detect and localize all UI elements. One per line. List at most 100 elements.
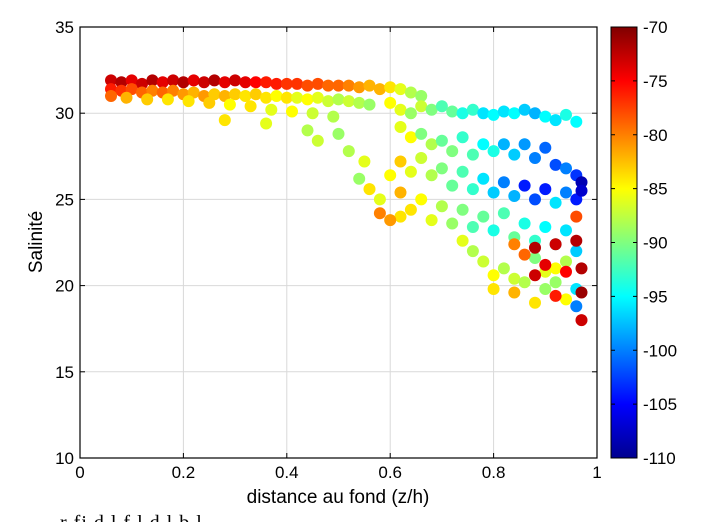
x-axis-label: distance au fond (z/h)	[247, 487, 430, 508]
scatter-point	[575, 176, 588, 189]
y-axis-label: Salinité	[26, 211, 47, 273]
scatter-point	[425, 214, 438, 227]
scatter-point	[311, 91, 324, 104]
y-tick-label: 15	[55, 363, 74, 382]
scatter-point	[260, 76, 273, 89]
scatter-point	[394, 121, 407, 133]
scatter-point	[425, 138, 438, 151]
scatter-point	[487, 186, 500, 199]
scatter-point	[477, 138, 490, 151]
scatter-point	[394, 210, 407, 223]
scatter-point	[456, 107, 469, 120]
scatter-point	[353, 96, 366, 109]
scatter-point	[529, 152, 541, 164]
scatter-point	[415, 152, 428, 164]
colorbar-tick-label: -95	[643, 287, 668, 306]
scatter-point	[529, 107, 541, 120]
scatter-point	[239, 76, 252, 89]
scatter-point	[322, 95, 335, 108]
plot-frame	[79, 26, 598, 459]
scatter-point	[508, 148, 521, 161]
scatter-point	[539, 221, 552, 233]
scatter-point	[358, 155, 371, 168]
scatter-point	[487, 108, 500, 121]
scatter-point	[301, 93, 314, 106]
scatter-point	[446, 217, 459, 230]
scatter-point	[327, 110, 340, 123]
scatter-point	[394, 155, 407, 168]
scatter-point	[384, 169, 397, 182]
y-tick-label: 10	[55, 449, 74, 468]
scatter-point	[508, 272, 521, 285]
scatter-point	[265, 103, 278, 116]
scatter-point	[306, 107, 319, 120]
scatter-point	[363, 98, 376, 111]
scatter-point	[435, 162, 448, 175]
scatter-point	[477, 172, 490, 185]
scatter-point	[487, 269, 500, 282]
scatter-point	[456, 234, 469, 247]
scatter-point	[549, 238, 562, 251]
y-tick-label: 20	[55, 277, 74, 296]
scatter-point	[342, 145, 355, 158]
scatter-point	[446, 145, 459, 158]
scatter-point	[570, 210, 583, 223]
scatter-point	[435, 100, 448, 113]
scatter-point	[518, 179, 531, 192]
scatter-point	[394, 83, 407, 96]
scatter-point	[394, 103, 407, 116]
scatter-point	[487, 224, 500, 237]
scatter-point	[518, 217, 531, 230]
scatter-point	[539, 283, 552, 295]
x-axis-ticks: 0 0.2 0.4 0.6 0.8 1	[75, 27, 602, 482]
y-tick-label: 25	[55, 190, 74, 209]
colorbar-tick-label: -90	[643, 234, 668, 253]
scatter-point	[270, 77, 283, 90]
scatter-point	[249, 76, 262, 89]
scatter-point	[456, 203, 469, 216]
scatter-point	[570, 300, 583, 313]
scatter-point	[404, 107, 417, 120]
scatter-point	[208, 88, 221, 101]
scatter-point	[280, 77, 293, 90]
scatter-point	[182, 95, 195, 108]
scatter-point	[549, 196, 562, 209]
scatter-point	[466, 103, 479, 116]
scatter-point	[280, 91, 293, 104]
scatter-point	[497, 105, 510, 118]
scatter-point	[560, 224, 572, 237]
scatter-point	[187, 74, 200, 87]
scatter-point	[322, 79, 335, 92]
scatter-point	[570, 193, 583, 206]
scatter-point	[286, 105, 298, 118]
scatter-point	[260, 117, 273, 130]
scatter-point	[301, 79, 314, 92]
scatter-point	[167, 74, 180, 87]
scatter-point	[539, 258, 552, 271]
y-axis-ticks: 10 15 20 25 30 35	[55, 18, 597, 468]
scatter-point	[353, 81, 366, 94]
scatter-point	[208, 74, 221, 87]
scatter-point	[425, 169, 438, 182]
footer-text: r fi d l f l d l b l	[60, 512, 203, 522]
scatter-point	[575, 262, 588, 275]
scatter-point	[415, 193, 428, 206]
scatter-point	[518, 276, 531, 289]
scatter-point	[539, 183, 552, 196]
colorbar-tick-label: -70	[643, 18, 668, 37]
colorbar-tick-label: -110	[643, 449, 676, 468]
x-tick-label: 0	[75, 463, 84, 482]
scatter-point	[136, 77, 148, 90]
scatter-point	[363, 79, 376, 92]
scatter-point	[244, 100, 257, 113]
y-tick-label: 30	[55, 104, 74, 123]
scatter-point	[575, 286, 588, 299]
scatter-point	[497, 262, 510, 275]
scatter-point	[497, 176, 510, 189]
x-tick-label: 0.4	[275, 463, 299, 482]
scatter-point	[508, 238, 521, 251]
scatter-point	[373, 83, 386, 96]
scatter-point	[575, 314, 588, 327]
scatter-point	[218, 114, 231, 127]
